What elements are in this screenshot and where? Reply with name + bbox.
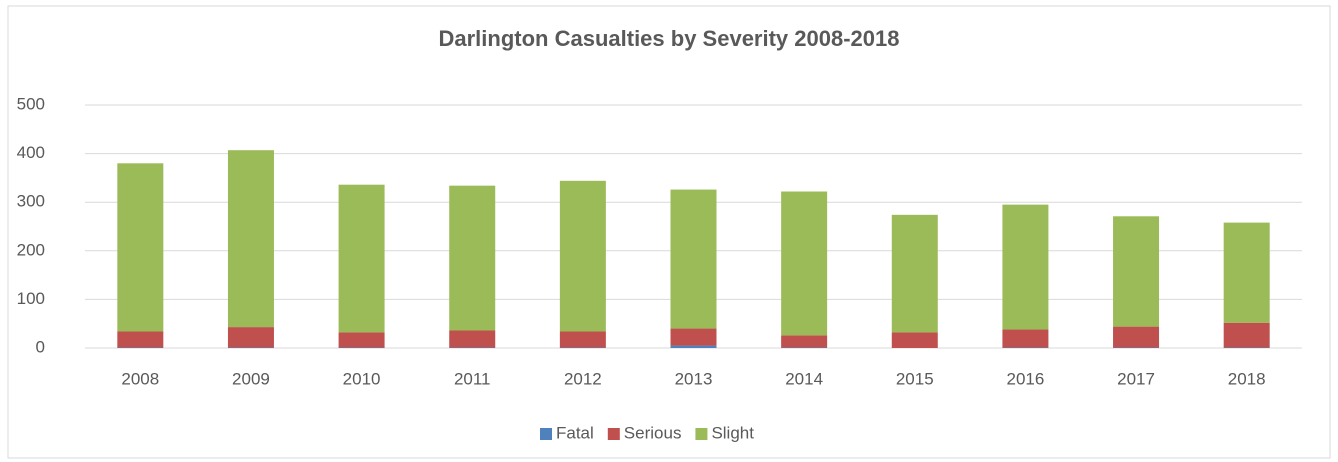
x-tick-label: 2012 <box>564 369 602 388</box>
legend-label: Slight <box>711 423 754 442</box>
bar-segment <box>1002 204 1049 330</box>
y-tick-label: 100 <box>17 289 45 308</box>
y-tick-label: 400 <box>17 143 45 162</box>
bar-segment <box>1113 326 1160 348</box>
bar-segment <box>670 328 717 346</box>
legend-label: Fatal <box>556 423 594 442</box>
bar-segment <box>449 185 496 331</box>
y-tick-label: 200 <box>17 240 45 259</box>
y-tick-label: 300 <box>17 192 45 211</box>
bar-segment <box>781 191 828 336</box>
bar-segment <box>670 345 717 348</box>
bar-segment <box>781 335 828 348</box>
bar-segment <box>1223 222 1270 323</box>
chart-title: Darlington Casualties by Severity 2008-2… <box>439 26 900 51</box>
bar-segment <box>117 331 164 348</box>
bar-segment <box>449 330 496 348</box>
bar-segment <box>1002 329 1049 348</box>
bar-segment <box>670 189 717 329</box>
x-tick-label: 2009 <box>232 369 270 388</box>
bar-segment <box>1223 322 1270 348</box>
bar-segment <box>338 184 385 333</box>
bar-segment <box>559 180 606 332</box>
x-tick-label: 2010 <box>343 369 381 388</box>
x-tick-label: 2014 <box>785 369 823 388</box>
bar-segment <box>1113 216 1160 327</box>
x-tick-label: 2011 <box>454 369 491 388</box>
bar-segment <box>338 332 385 348</box>
x-tick-label: 2015 <box>896 369 934 388</box>
bar-segment <box>227 150 274 328</box>
legend-swatch <box>695 428 708 440</box>
x-tick-label: 2017 <box>1117 369 1155 388</box>
bar-segment <box>891 332 938 348</box>
bar-segment <box>891 214 938 333</box>
x-tick-label: 2013 <box>675 369 713 388</box>
x-tick-label: 2018 <box>1228 369 1266 388</box>
bar-segment <box>117 163 164 332</box>
bar-segment <box>227 327 274 348</box>
x-tick-label: 2016 <box>1006 369 1044 388</box>
bar-segment <box>559 331 606 348</box>
legend-label: Serious <box>624 423 682 442</box>
x-tick-label: 2008 <box>121 369 159 388</box>
legend-swatch <box>540 428 552 440</box>
y-tick-label: 500 <box>17 94 45 113</box>
legend-swatch <box>607 428 620 440</box>
y-tick-label: 0 <box>36 337 45 356</box>
